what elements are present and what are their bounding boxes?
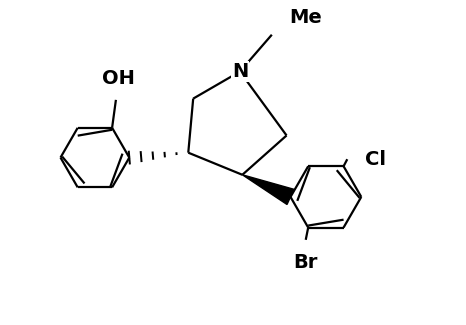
Text: Me: Me: [289, 8, 322, 27]
Polygon shape: [242, 175, 294, 204]
Text: Cl: Cl: [365, 150, 386, 169]
Text: OH: OH: [102, 69, 135, 87]
Text: Br: Br: [294, 253, 318, 272]
Text: N: N: [232, 62, 248, 81]
